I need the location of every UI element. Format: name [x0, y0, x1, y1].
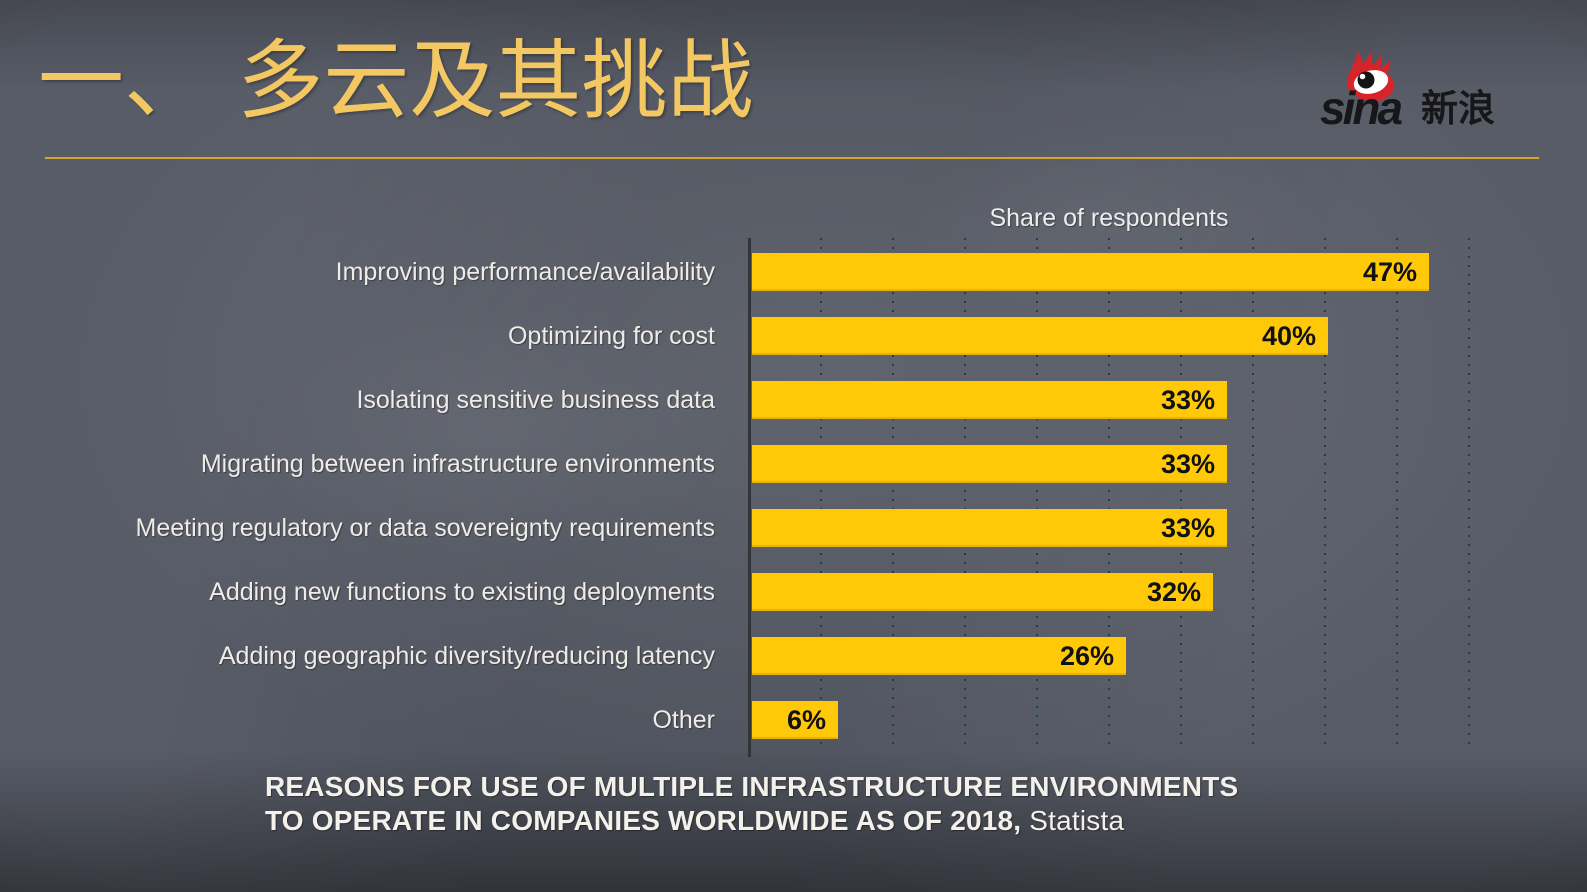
bar-value-label: 6% — [786, 705, 826, 735]
category-label: Migrating between infrastructure environ… — [200, 450, 715, 478]
bar-value-label: 33% — [1160, 513, 1215, 543]
logo-cjk-text: 新浪 — [1421, 88, 1495, 129]
bar: 32% — [752, 573, 1213, 611]
logo-latin-text: sina — [1320, 82, 1402, 134]
bar: 47% — [752, 253, 1429, 291]
sina-logo: sina 新浪 — [1320, 51, 1495, 134]
bar-value-label: 32% — [1146, 577, 1201, 607]
gridline — [1036, 238, 1038, 751]
sina-eye-icon — [1346, 51, 1395, 102]
category-label: Improving performance/availability — [335, 258, 715, 286]
category-label: Isolating sensitive business data — [356, 386, 715, 414]
caption-source: Statista — [1029, 805, 1125, 836]
gridline — [1252, 238, 1254, 751]
bar-value-label: 47% — [1362, 257, 1417, 287]
caption-line2: TO OPERATE IN COMPANIES WORLDWIDE AS OF … — [265, 805, 1022, 836]
category-label: Adding new functions to existing deploym… — [209, 578, 715, 606]
bar: 33% — [752, 509, 1227, 547]
bar-value-label: 26% — [1059, 641, 1114, 671]
gridline — [820, 238, 822, 751]
title-underline — [45, 157, 1539, 159]
category-label: Other — [652, 706, 715, 734]
gridline — [1108, 238, 1110, 751]
category-label: Optimizing for cost — [507, 322, 715, 350]
category-labels: Improving performance/availability Optim… — [0, 238, 729, 758]
bar-value-label: 33% — [1160, 449, 1215, 479]
bar: 26% — [752, 637, 1126, 675]
gridline — [1396, 238, 1398, 751]
plot-area: 47% 40% 33% 33% 33% 32% 26% 6% — [748, 238, 1470, 757]
bar: 6% — [752, 701, 838, 739]
gridline — [1468, 238, 1470, 751]
bar-value-label: 33% — [1160, 385, 1215, 415]
gridline — [1324, 238, 1326, 751]
bar: 33% — [752, 445, 1227, 483]
bar: 33% — [752, 381, 1227, 419]
bar-value-label: 40% — [1261, 321, 1316, 351]
bar: 40% — [752, 317, 1328, 355]
gridline — [1180, 238, 1182, 751]
caption-line1: REASONS FOR USE OF MULTIPLE INFRASTRUCTU… — [265, 771, 1239, 802]
slide-title: 一、 多云及其挑战 — [38, 31, 754, 131]
category-label: Adding geographic diversity/reducing lat… — [218, 642, 715, 670]
chart-caption: REASONS FOR USE OF MULTIPLE INFRASTRUCTU… — [265, 770, 1345, 838]
y-axis-line — [748, 238, 751, 757]
chart-title: Share of respondents — [989, 204, 1229, 232]
category-label: Meeting regulatory or data sovereignty r… — [135, 514, 715, 542]
gridline — [892, 238, 894, 751]
gridline — [964, 238, 966, 751]
